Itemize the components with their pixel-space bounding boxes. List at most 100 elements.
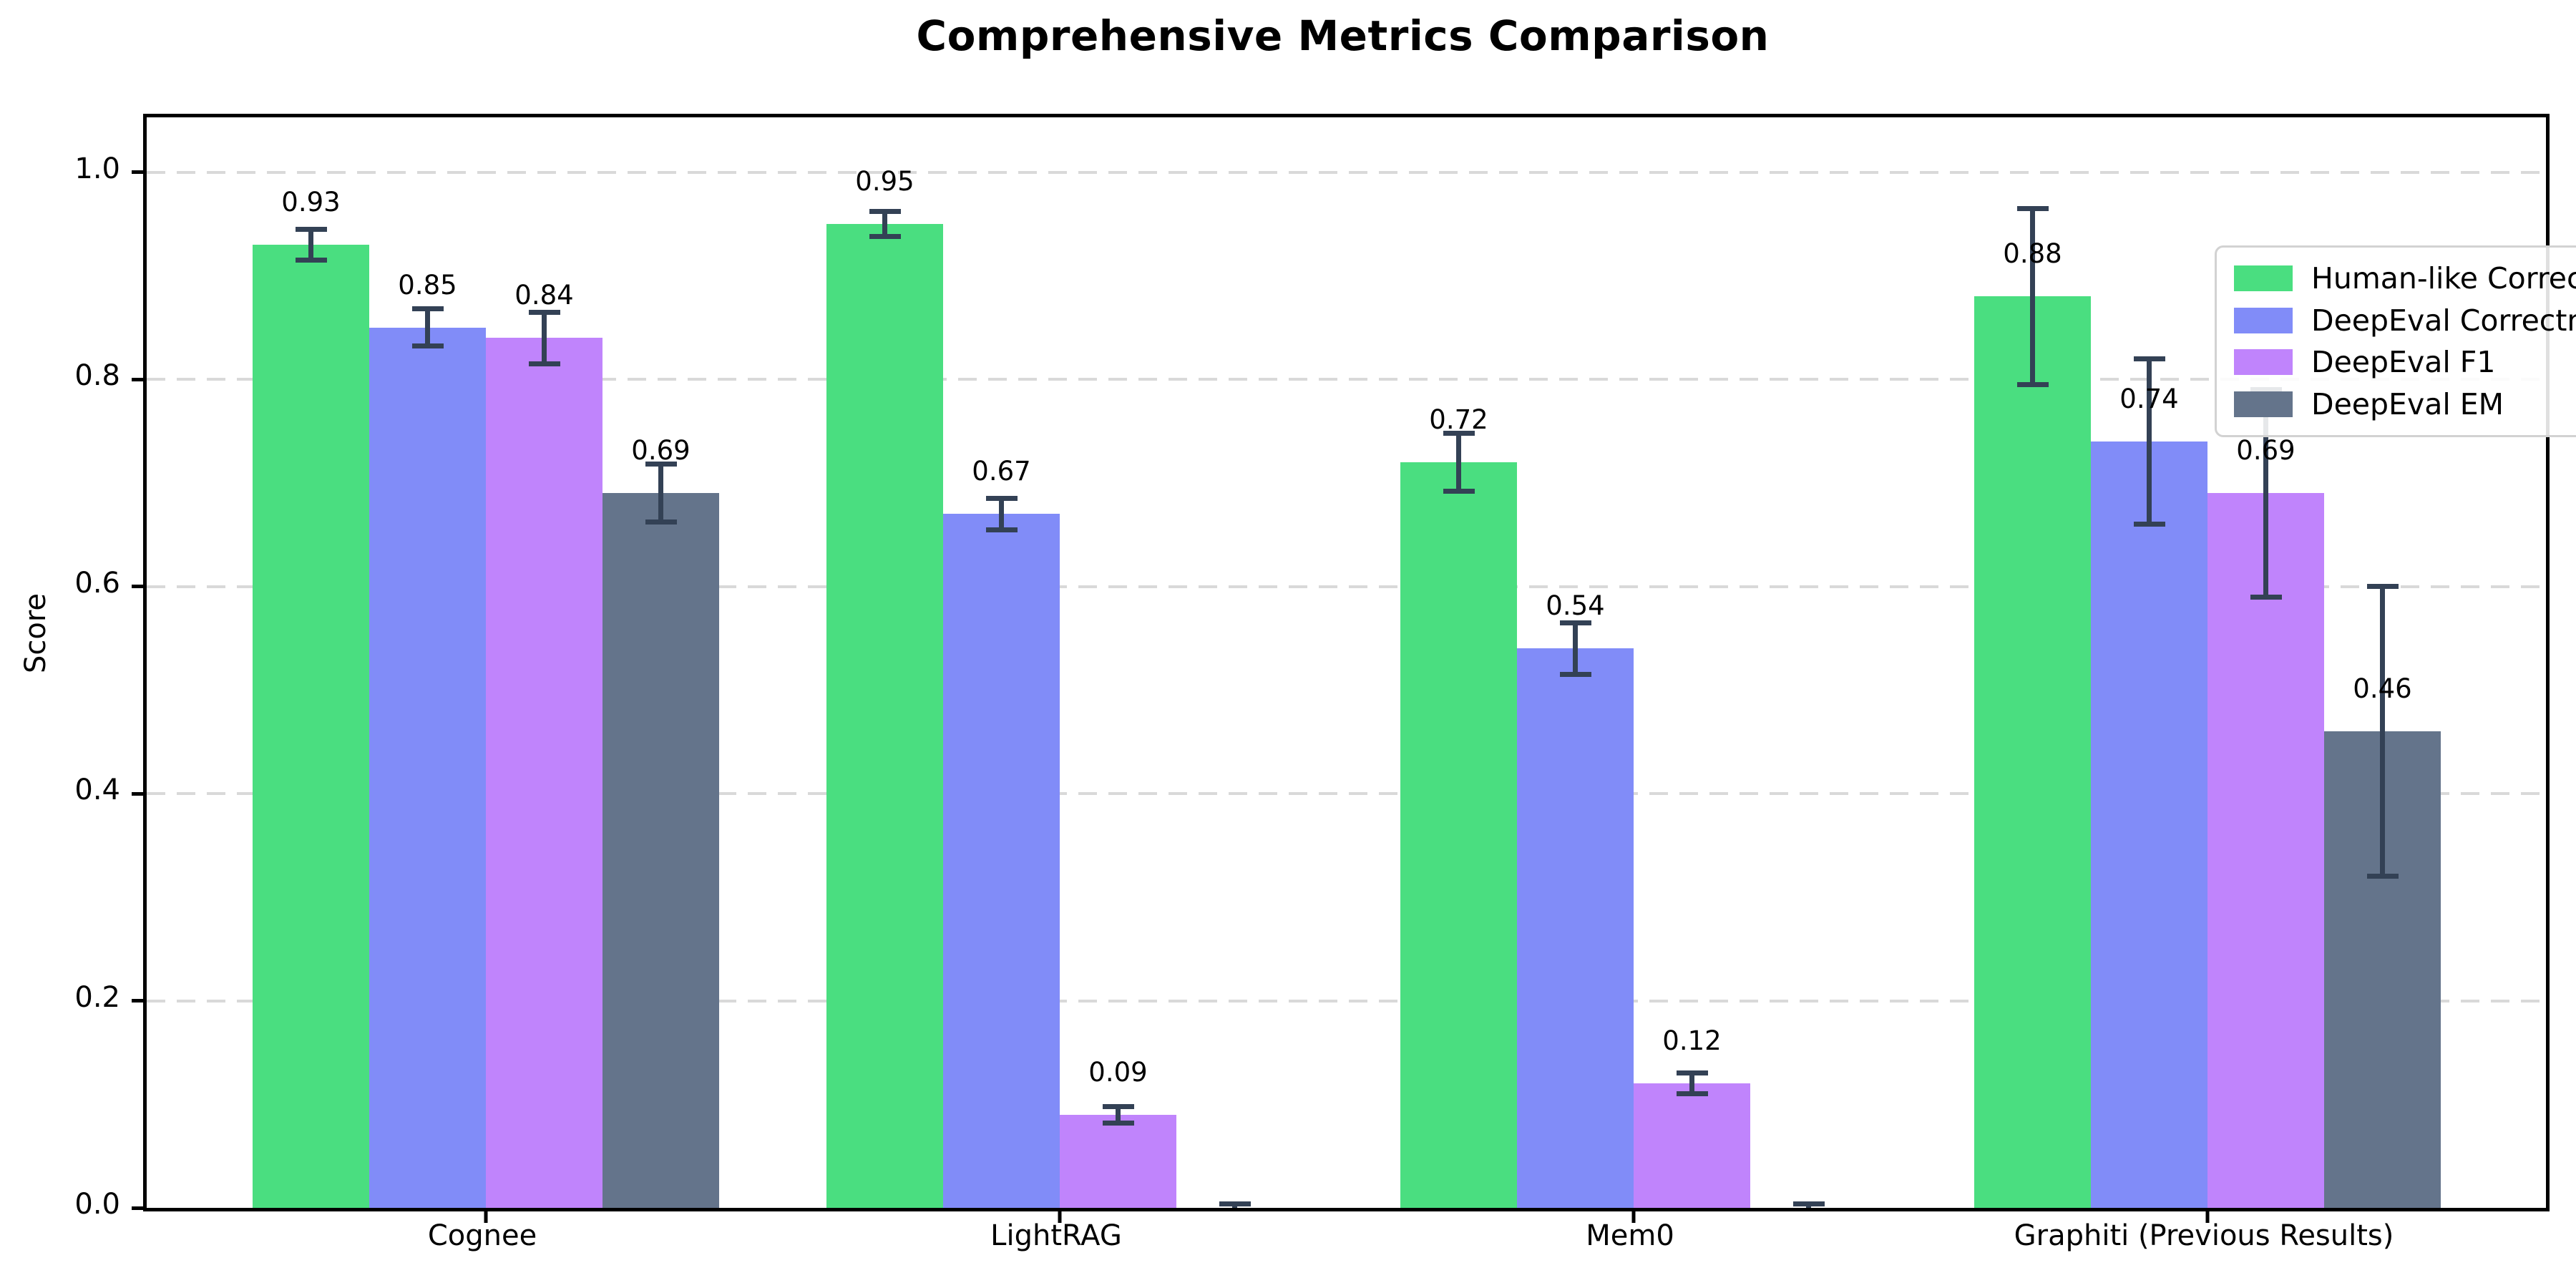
x-tick-2 bbox=[1058, 1211, 1062, 1223]
bar-series-1-group-1 bbox=[253, 245, 369, 1208]
y-tick-label-0.8: 0.8 bbox=[74, 359, 120, 393]
bar-series-3-group-4 bbox=[2207, 493, 2324, 1208]
error-cap-bottom bbox=[1102, 1120, 1134, 1126]
y-tick-0.8 bbox=[132, 377, 143, 381]
y-axis-title: Score bbox=[19, 592, 52, 673]
bar-cell: 0.46 bbox=[2324, 117, 2441, 1208]
bar-series-2-group-2 bbox=[943, 514, 1060, 1208]
plot-area: 0.93 0.85 0.84 0.69 0.95 0.67 0.09 0.72 0.54 0.12… bbox=[132, 114, 2576, 1223]
error-cap-top bbox=[1676, 1070, 1708, 1076]
y-tick-0.0 bbox=[132, 1206, 143, 1210]
error-cap-top bbox=[2133, 356, 2165, 361]
x-category-label: LightRAG bbox=[990, 1219, 1122, 1252]
legend: Human-like Correctness DeepEval Correctne… bbox=[2215, 245, 2576, 437]
bar-cell: 0.95 bbox=[826, 117, 943, 1208]
x-tick-4 bbox=[2205, 1211, 2210, 1223]
error-cap-top bbox=[295, 226, 327, 232]
y-tick-0.4 bbox=[132, 791, 143, 796]
bar-cell bbox=[1750, 117, 1867, 1208]
bar-value-label: 0.93 bbox=[281, 187, 341, 218]
bar-value-label: 0.84 bbox=[514, 280, 574, 311]
y-tick-0.6 bbox=[132, 585, 143, 589]
bar-value-label: 0.12 bbox=[1662, 1025, 1722, 1057]
bar-series-1-group-2 bbox=[826, 224, 943, 1208]
bar-cell: 0.09 bbox=[1060, 117, 1176, 1208]
y-tick-label-0.0: 0.0 bbox=[74, 1188, 120, 1221]
gridline-0.4 bbox=[147, 792, 2546, 796]
bar-value-label: 0.74 bbox=[2119, 384, 2179, 415]
bar-cell: 0.74 bbox=[2091, 117, 2207, 1208]
x-tick-3 bbox=[1631, 1211, 1636, 1223]
bar-series-1-group-3 bbox=[1400, 462, 1517, 1208]
bar-group-1: 0.93 0.85 0.84 0.69 bbox=[253, 117, 719, 1208]
error-cap-bottom bbox=[528, 361, 560, 366]
y-tick-0.2 bbox=[132, 999, 143, 1003]
error-bar bbox=[2147, 358, 2152, 525]
error-bar bbox=[2030, 208, 2035, 385]
legend-label: DeepEval F1 bbox=[2311, 345, 2496, 380]
error-cap-bottom bbox=[1443, 488, 1475, 494]
bar-cell: 0.12 bbox=[1634, 117, 1750, 1208]
legend-row-3: DeepEval F1 bbox=[2234, 345, 2576, 379]
error-bar bbox=[1456, 433, 1461, 492]
error-cap-top bbox=[1102, 1103, 1134, 1109]
bar-cell: 0.93 bbox=[253, 117, 369, 1208]
bar-value-label: 0.72 bbox=[1429, 404, 1488, 435]
error-bar bbox=[1116, 1106, 1121, 1123]
x-tick-1 bbox=[484, 1211, 488, 1223]
bar-series-3-group-3 bbox=[1634, 1083, 1750, 1208]
bar-series-2-group-4 bbox=[2091, 441, 2207, 1208]
bar-series-1-group-4 bbox=[1974, 296, 2091, 1208]
bar-value-label: 0.46 bbox=[2353, 673, 2412, 705]
error-cap-bottom bbox=[2250, 594, 2282, 600]
y-tick-label-0.6: 0.6 bbox=[74, 566, 120, 600]
error-cap-bottom bbox=[2016, 381, 2049, 387]
bar-group-4: 0.88 0.74 0.69 0.46 bbox=[1974, 117, 2441, 1208]
gridline-1.0 bbox=[147, 170, 2546, 174]
error-cap-bottom bbox=[1676, 1091, 1708, 1097]
error-cap-bottom bbox=[2133, 522, 2165, 527]
error-cap-bottom bbox=[985, 527, 1018, 532]
legend-label: DeepEval Correctness bbox=[2311, 303, 2576, 338]
error-cap-top bbox=[869, 209, 901, 215]
error-cap-top bbox=[2016, 205, 2049, 211]
legend-swatch-icon bbox=[2234, 391, 2293, 417]
chart-title: Comprehensive Metrics Comparison bbox=[916, 11, 1770, 60]
error-cap-bottom bbox=[1559, 672, 1591, 678]
error-bar bbox=[882, 211, 887, 237]
y-tick-label-1.0: 1.0 bbox=[74, 152, 120, 185]
error-cap-top bbox=[645, 462, 677, 467]
bar-value-label: 0.69 bbox=[2236, 435, 2296, 467]
bar-series-2-group-3 bbox=[1517, 648, 1634, 1208]
gridline-0.6 bbox=[147, 585, 2546, 588]
y-tick-label-0.2: 0.2 bbox=[74, 980, 120, 1014]
error-cap-bottom bbox=[411, 343, 444, 349]
y-tick-label-0.4: 0.4 bbox=[74, 774, 120, 807]
gridline-0.8 bbox=[147, 378, 2546, 381]
error-bar bbox=[308, 229, 313, 260]
bar-cell: 0.84 bbox=[486, 117, 602, 1208]
x-category-label: Cognee bbox=[427, 1219, 537, 1252]
bar-value-label: 0.54 bbox=[1546, 590, 1605, 622]
error-bar bbox=[542, 312, 547, 364]
error-bar bbox=[999, 498, 1004, 530]
bar-value-label: 0.67 bbox=[972, 456, 1031, 487]
y-tick-1.0 bbox=[132, 170, 143, 175]
error-cap-bottom bbox=[869, 233, 901, 239]
bar-cell: 0.88 bbox=[1974, 117, 2091, 1208]
bar-cell: 0.72 bbox=[1400, 117, 1517, 1208]
bar-cell: 0.69 bbox=[2207, 117, 2324, 1208]
bar-cell: 0.67 bbox=[943, 117, 1060, 1208]
x-category-label: Mem0 bbox=[1586, 1219, 1674, 1252]
legend-row-2: DeepEval Correctness bbox=[2234, 303, 2576, 338]
bar-value-label: 0.95 bbox=[855, 166, 914, 197]
gridline-0.2 bbox=[147, 999, 2546, 1002]
error-cap-top bbox=[1219, 1201, 1251, 1206]
x-category-label: Graphiti (Previous Results) bbox=[2014, 1219, 2394, 1252]
error-cap-bottom bbox=[2366, 874, 2399, 879]
legend-swatch-icon bbox=[2234, 265, 2293, 292]
legend-row-4: DeepEval EM bbox=[2234, 387, 2576, 421]
legend-label: Human-like Correctness bbox=[2311, 261, 2576, 296]
bar-value-label: 0.85 bbox=[398, 269, 457, 301]
error-bar bbox=[425, 308, 430, 346]
